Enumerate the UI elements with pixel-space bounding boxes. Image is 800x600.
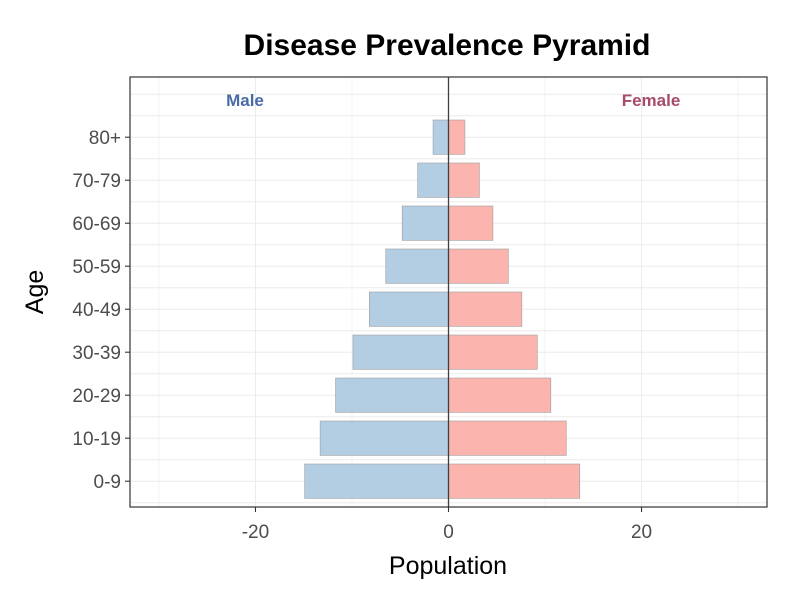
bar-female-70-79 (448, 162, 480, 198)
bar-female-40-49 (448, 291, 523, 327)
bar-female-80+ (448, 119, 466, 155)
y-tick-label: 70-79 (72, 171, 121, 192)
y-tick-label: 0-9 (94, 472, 121, 493)
x-axis-ticks: -20 0 20 (242, 507, 652, 543)
bar-female-20-29 (448, 377, 552, 413)
x-tick-label: 20 (631, 522, 652, 543)
y-axis-title: Age (21, 270, 49, 314)
x-tick-label: -20 (242, 522, 269, 543)
y-tick-label: 60-69 (72, 214, 121, 235)
bar-male-40-49 (369, 291, 449, 327)
y-tick-label: 80+ (89, 128, 121, 149)
y-tick-label: 20-29 (72, 386, 121, 407)
y-axis-ticks: 0-9 10-19 20-29 30-39 40-49 50-59 60-69 70-79 80… (72, 128, 130, 493)
bars (304, 119, 581, 499)
bar-male-50-59 (385, 248, 449, 284)
bar-male-60-69 (401, 205, 449, 241)
bar-male-20-29 (335, 377, 449, 413)
y-tick-label: 40-49 (72, 300, 121, 321)
x-tick-label: 0 (443, 522, 454, 543)
bar-female-10-19 (448, 420, 567, 456)
bar-female-50-59 (448, 248, 509, 284)
legend-female-label: Female (622, 91, 681, 110)
y-tick-label: 30-39 (72, 343, 121, 364)
bar-male-10-19 (319, 420, 449, 456)
bar-male-80+ (432, 119, 449, 155)
bar-male-70-79 (417, 162, 449, 198)
legend-male-label: Male (226, 91, 264, 110)
y-tick-label: 10-19 (72, 429, 121, 450)
y-tick-label: 50-59 (72, 257, 121, 278)
bar-female-30-39 (448, 334, 538, 370)
bar-male-30-39 (352, 334, 449, 370)
x-axis-title: Population (389, 552, 507, 580)
bar-female-60-69 (448, 205, 494, 241)
chart-title: Disease Prevalence Pyramid (244, 29, 651, 62)
bar-female-0-9 (448, 463, 581, 499)
bar-male-0-9 (304, 463, 449, 499)
